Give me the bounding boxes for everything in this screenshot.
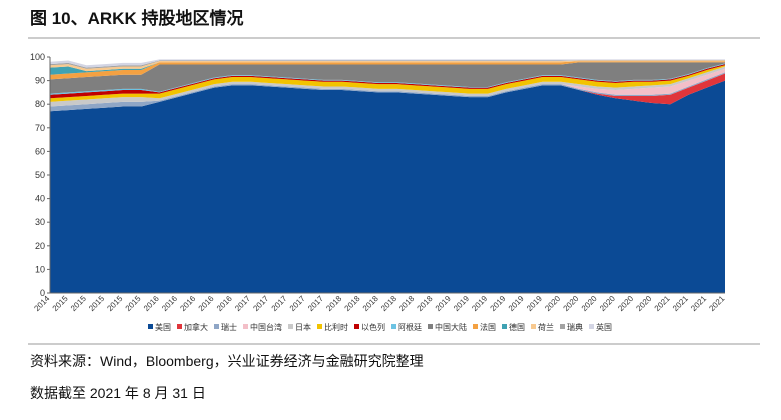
x-tick-label: 2021 [707, 294, 726, 313]
x-tick-label: 2015 [105, 294, 124, 313]
legend-label: 以色列 [361, 322, 385, 332]
legend-label: 中国台湾 [250, 322, 282, 332]
x-tick-label: 2018 [397, 294, 416, 313]
x-tick-label: 2015 [87, 294, 106, 313]
x-tick-label: 2020 [543, 294, 562, 313]
legend-label: 瑞士 [221, 322, 237, 332]
x-tick-label: 2019 [489, 294, 508, 313]
legend-swatch [317, 324, 322, 329]
x-tick-label: 2018 [324, 294, 343, 313]
x-tick-label: 2016 [178, 294, 197, 313]
x-tick-label: 2019 [525, 294, 544, 313]
y-tick-label: 80 [35, 99, 45, 109]
x-tick-label: 2014 [32, 294, 51, 313]
legend-swatch [473, 324, 478, 329]
legend-label: 英国 [596, 322, 612, 332]
legend-label: 比利时 [324, 322, 348, 332]
legend-swatch [391, 324, 396, 329]
x-tick-label: 2017 [233, 294, 252, 313]
y-tick-label: 30 [35, 217, 45, 227]
x-tick-label: 2017 [288, 294, 307, 313]
legend-label: 中国大陆 [435, 322, 467, 332]
x-tick-label: 2018 [343, 294, 362, 313]
legend-label: 瑞典 [567, 322, 583, 332]
x-tick-label: 2017 [251, 294, 270, 313]
y-tick-label: 20 [35, 241, 45, 251]
x-tick-label: 2015 [51, 294, 70, 313]
legend-swatch [531, 324, 536, 329]
legend-swatch [589, 324, 594, 329]
area [50, 65, 725, 102]
legend-swatch [428, 324, 433, 329]
y-tick-label: 0 [40, 288, 45, 298]
x-tick-label: 2021 [671, 294, 690, 313]
area [50, 80, 725, 293]
legend-swatch [288, 324, 293, 329]
chart-title: 图 10、ARKK 持股地区情况 [30, 8, 243, 28]
y-tick-label: 10 [35, 264, 45, 274]
x-tick-label: 2021 [653, 294, 672, 313]
legend-swatch [243, 324, 248, 329]
source: 资料来源：Wind，Bloomberg，兴业证券经济与金融研究院整理 [30, 353, 424, 369]
x-tick-label: 2019 [470, 294, 489, 313]
x-tick-label: 2020 [634, 294, 653, 313]
y-tick-label: 40 [35, 194, 45, 204]
legend-swatch [354, 324, 359, 329]
x-tick-label: 2015 [69, 294, 88, 313]
x-tick-label: 2019 [434, 294, 453, 313]
x-tick-label: 2020 [562, 294, 581, 313]
legend-label: 加拿大 [184, 322, 208, 332]
legend-label: 美国 [155, 322, 171, 332]
legend-swatch [177, 324, 182, 329]
note: 数据截至 2021 年 8 月 31 日 [30, 385, 206, 401]
y-tick-label: 60 [35, 146, 45, 156]
x-tick-label: 2018 [361, 294, 380, 313]
x-tick-label: 2016 [197, 294, 216, 313]
x-tick-label: 2020 [616, 294, 635, 313]
x-tick-label: 2016 [142, 294, 161, 313]
x-tick-label: 2018 [416, 294, 435, 313]
y-tick-label: 90 [35, 76, 45, 86]
y-tick-label: 50 [35, 170, 45, 180]
x-tick-label: 2016 [215, 294, 234, 313]
area [50, 72, 725, 112]
x-tick-label: 2021 [689, 294, 708, 313]
area [50, 63, 725, 95]
legend-swatch [214, 324, 219, 329]
y-tick-label: 100 [30, 52, 45, 62]
legend-label: 阿根廷 [398, 322, 422, 332]
x-tick-label: 2016 [160, 294, 179, 313]
legend-swatch [148, 324, 153, 329]
x-tick-label: 2020 [598, 294, 617, 313]
x-tick-label: 2018 [379, 294, 398, 313]
area [50, 66, 725, 107]
legend-label: 德国 [509, 322, 525, 332]
area [50, 73, 725, 112]
legend-swatch [560, 324, 565, 329]
legend-label: 日本 [295, 322, 311, 332]
x-tick-label: 2019 [507, 294, 526, 313]
legend-label: 荷兰 [538, 322, 554, 332]
legend-swatch [502, 324, 507, 329]
x-tick-label: 2017 [306, 294, 325, 313]
x-tick-label: 2017 [270, 294, 289, 313]
x-tick-label: 2015 [124, 294, 143, 313]
area [50, 62, 725, 94]
x-tick-label: 2019 [452, 294, 471, 313]
x-tick-label: 2020 [580, 294, 599, 313]
legend-label: 法国 [480, 322, 496, 332]
y-tick-label: 70 [35, 123, 45, 133]
